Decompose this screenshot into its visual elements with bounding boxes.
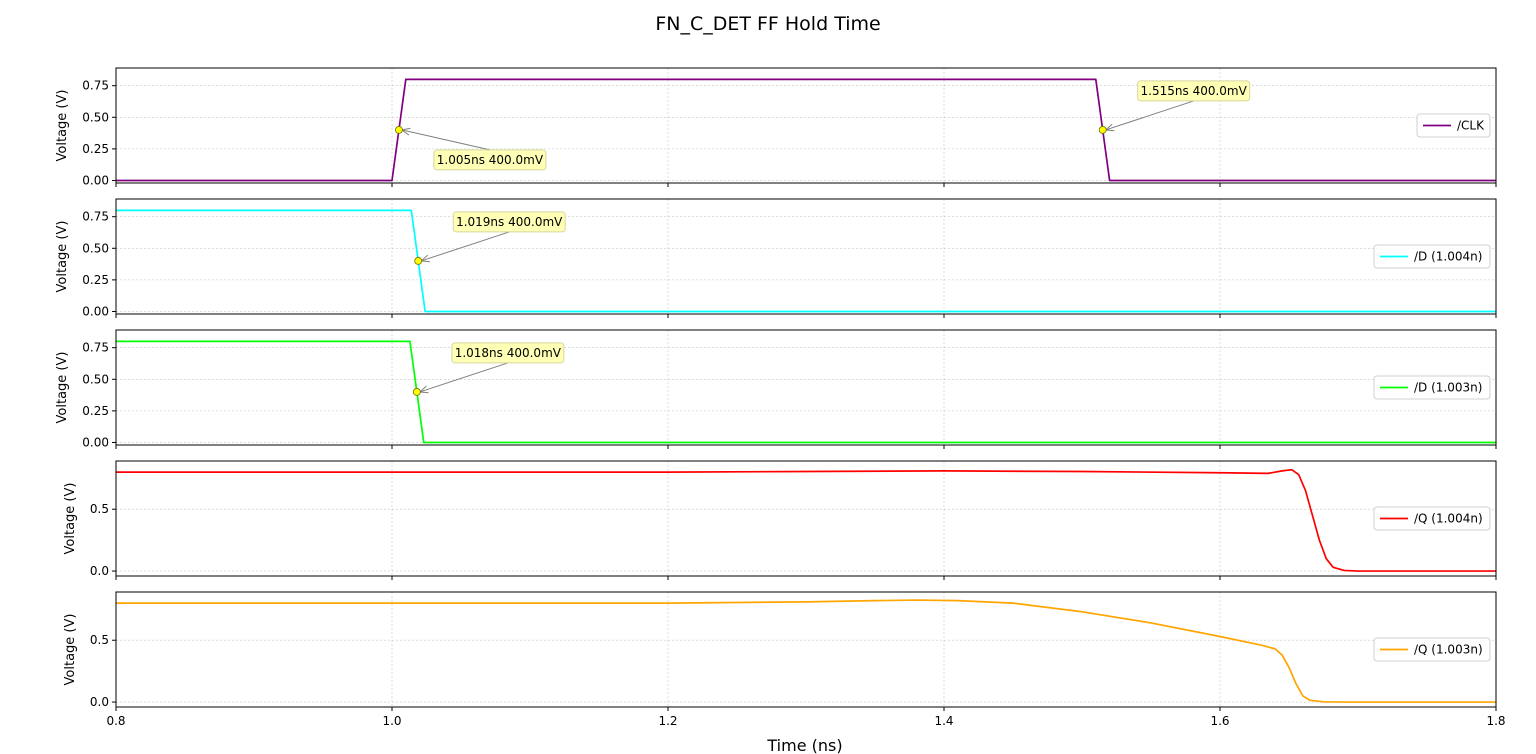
legend-label: /CLK — [1457, 119, 1485, 133]
y-tick-label: 0.50 — [82, 110, 109, 124]
annotation-marker — [414, 257, 423, 265]
legend-box — [1373, 244, 1491, 269]
y-tick-label: 0.00 — [82, 304, 109, 318]
annotation-box — [451, 342, 565, 364]
plot-frame — [115, 591, 1497, 708]
y-tick-label: 0.75 — [82, 79, 109, 93]
legend-box — [1373, 506, 1491, 531]
annotation-label: 1.018ns 400.0mV — [455, 346, 562, 360]
subplot-1: 0.00 0.25 0.50 0.75 Voltage (V) 1.005ns 400.0… — [55, 67, 1497, 187]
x-tick-label: 0.8 — [106, 714, 125, 728]
series-line — [116, 78, 1496, 182]
annotation-marker — [412, 388, 421, 396]
subplot-3: 0.00 0.25 0.50 0.75 Voltage (V) 1.018ns 400.0… — [55, 329, 1497, 449]
y-tick-label: 0.25 — [82, 273, 109, 287]
subplots: 0.00 0.25 0.50 0.75 Voltage (V) 1.005ns 400.0… — [55, 67, 1506, 728]
annotation-label: 1.005ns 400.0mV — [437, 153, 544, 167]
annotation-box — [452, 211, 566, 233]
plot-frame — [115, 460, 1497, 577]
subplot-5: 0.8 1.0 1.2 1.4 1.6 1.8 0.0 0.5 Voltage (V) /Q (1… — [63, 591, 1506, 728]
legend: /Q (1.004n) — [1373, 506, 1491, 531]
legend-label: /Q (1.004n) — [1414, 512, 1483, 526]
chart-title: FN_C_DET FF Hold Time — [655, 13, 880, 35]
y-tick-label: 0.75 — [82, 210, 109, 224]
y-tick-label: 0.0 — [90, 695, 109, 709]
y-axis-label: Voltage (V) — [63, 614, 78, 686]
y-tick-label: 0.50 — [82, 372, 109, 386]
y-axis-label: Voltage (V) — [55, 352, 70, 424]
legend-label: /Q (1.003n) — [1414, 643, 1483, 657]
y-tick-label: 0.25 — [82, 142, 109, 156]
annotation-arrow — [401, 129, 491, 151]
annotation-box — [1137, 80, 1251, 102]
annotation-arrow — [419, 362, 508, 393]
legend: /D (1.004n) — [1373, 244, 1491, 269]
plot-frame — [115, 329, 1497, 446]
x-tick-label: 1.0 — [382, 714, 401, 728]
y-tick-label: 0.75 — [82, 341, 109, 355]
legend-label: /D (1.003n) — [1414, 381, 1482, 395]
x-axis-label: Time (ns) — [766, 736, 842, 754]
plot-frame — [115, 67, 1497, 184]
y-axis-label: Voltage (V) — [55, 221, 70, 293]
legend: /CLK — [1416, 113, 1491, 138]
legend-box — [1373, 375, 1491, 400]
plot-frame — [115, 198, 1497, 315]
y-tick-label: 0.5 — [90, 502, 109, 516]
legend: /D (1.003n) — [1373, 375, 1491, 400]
annotation-arrow — [1105, 100, 1194, 131]
annotation-label: 1.515ns 400.0mV — [1141, 84, 1248, 98]
legend-box — [1416, 113, 1491, 138]
subplot-2: 0.00 0.25 0.50 0.75 Voltage (V) 1.019ns 400.0… — [55, 198, 1497, 318]
y-tick-label: 0.00 — [82, 435, 109, 449]
x-tick-label: 1.2 — [658, 714, 677, 728]
y-tick-label: 0.50 — [82, 241, 109, 255]
x-tick-label: 1.4 — [934, 714, 953, 728]
annotation-arrow — [421, 231, 510, 262]
annotation-label: 1.019ns 400.0mV — [456, 215, 563, 229]
x-tick-label: 1.8 — [1486, 714, 1505, 728]
y-tick-label: 0.00 — [82, 173, 109, 187]
series-line — [116, 599, 1496, 703]
subplot-4: 0.0 0.5 Voltage (V) /Q (1.004n) — [63, 460, 1497, 580]
annotation-box — [433, 149, 547, 171]
series-line — [116, 468, 1496, 572]
legend: /Q (1.003n) — [1373, 637, 1491, 662]
legend-label: /D (1.004n) — [1414, 250, 1482, 264]
y-axis-label: Voltage (V) — [63, 483, 78, 555]
y-tick-label: 0.0 — [90, 564, 109, 578]
y-axis-label: Voltage (V) — [55, 90, 70, 162]
annotation-marker — [394, 126, 403, 134]
legend-box — [1373, 637, 1491, 662]
y-tick-label: 0.25 — [82, 404, 109, 418]
x-tick-label: 1.6 — [1210, 714, 1229, 728]
annotation-marker — [1098, 126, 1107, 134]
y-tick-label: 0.5 — [90, 633, 109, 647]
